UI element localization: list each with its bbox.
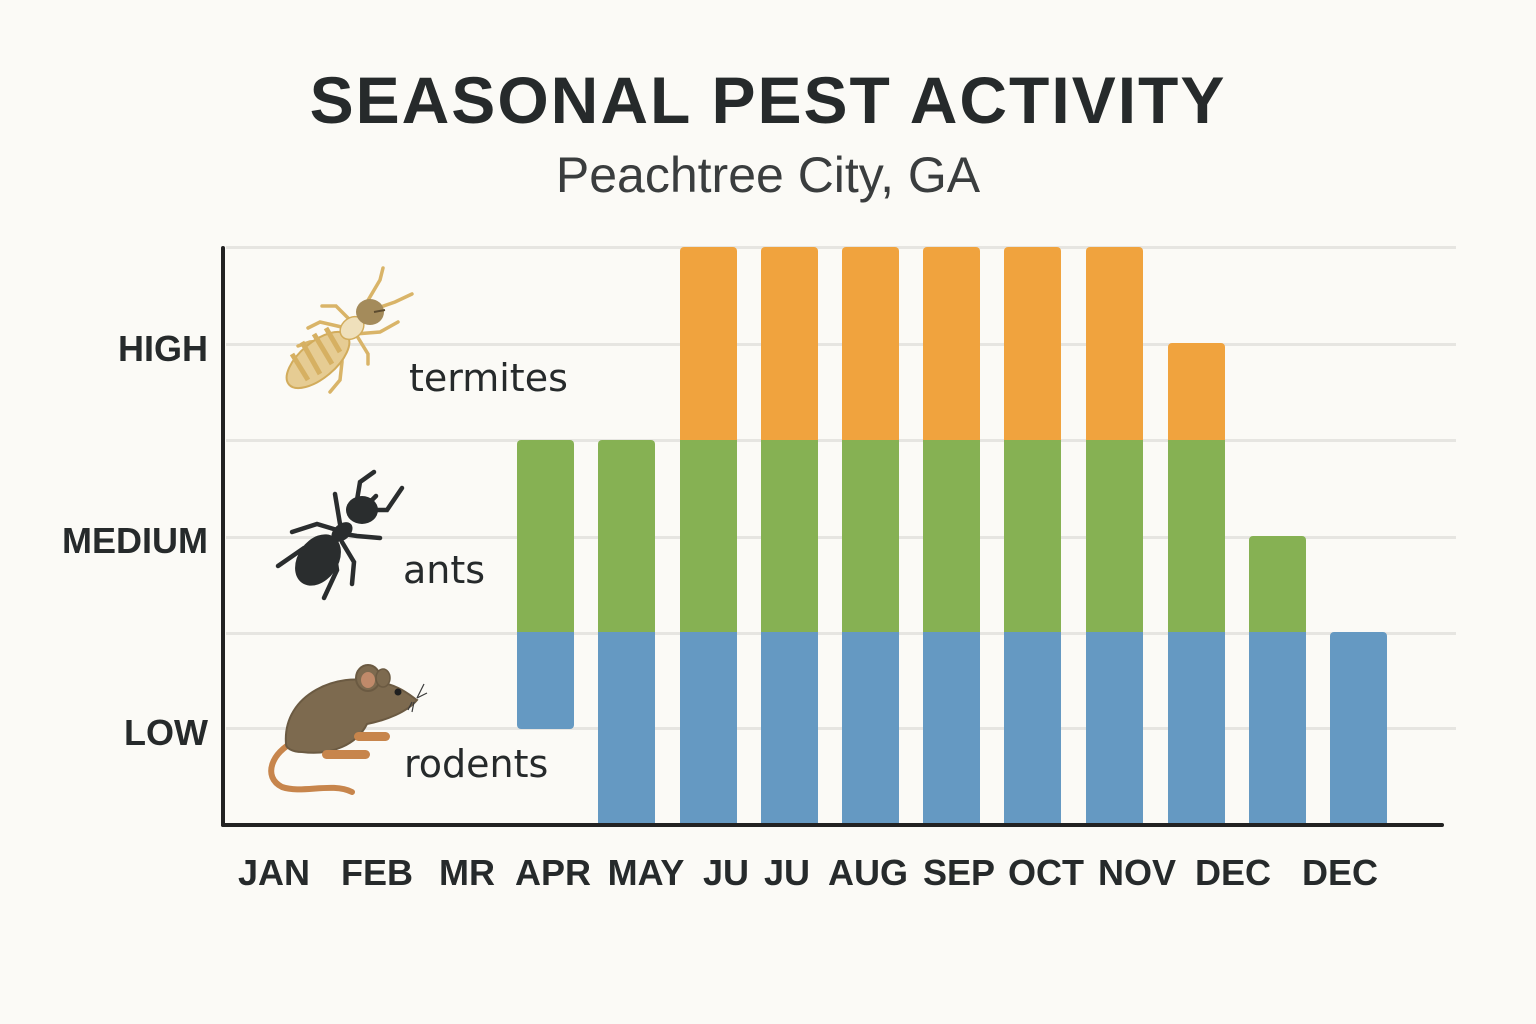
bar-segment-rodents [598,632,655,825]
x-label: MR [439,852,495,893]
bar-segment-termites [842,247,899,440]
bar-segment-rodents [1086,632,1143,825]
bar-segment-termites [1004,247,1061,440]
bar-segment-ants [1004,439,1061,633]
rodent-icon [268,664,428,795]
bar-segment-rodents [923,632,980,825]
chart-title: SEASONAL PEST ACTIVITY [309,63,1227,137]
x-label: JAN [237,852,311,893]
bar-segment-rodents [1004,632,1061,825]
x-axis-line [221,823,1444,827]
x-label: DEC [1301,852,1379,893]
bar-segment-ants [680,439,737,633]
bar-segment-ants [517,439,574,633]
bar-segment-ants [1168,439,1225,633]
legend-label-rodents: rodents [404,742,549,786]
y-axis-line [221,246,225,827]
x-label: AUG [828,852,908,893]
legend-label-termites: termites [409,356,568,400]
termite-icon [285,266,414,394]
bar-segment-rodents [1330,632,1387,825]
legend-label-ants: ants [403,548,486,592]
bar-segment-rodents [517,632,574,729]
x-label: SEP [922,852,996,893]
chart-subtitle: Peachtree City, GA [555,147,981,203]
x-label: JU [702,852,750,893]
bar-segment-ants [761,439,818,633]
y-label-medium: MEDIUM [62,520,208,561]
x-label: OCT [1008,852,1084,893]
x-label: JU [763,852,811,893]
bar-segment-ants [598,439,655,633]
x-label: MAY [607,852,685,893]
gridline [226,727,1456,730]
bar-segment-ants [923,439,980,633]
bar-segment-rodents [1168,632,1225,825]
bar-segment-ants [842,439,899,633]
bar-segment-termites [761,247,818,440]
x-label: NOV [1097,852,1177,893]
y-label-high: HIGH [118,328,208,369]
bar-segment-ants [1249,536,1306,633]
gridline [226,632,1456,635]
gridline [226,343,1456,346]
bar-segment-rodents [1249,632,1306,825]
gridline [226,246,1456,249]
bar-segment-termites [1086,247,1143,440]
bar-segment-rodents [761,632,818,825]
x-label: DEC [1194,852,1272,893]
ant-icon [275,469,405,601]
y-label-low: LOW [124,712,208,753]
gridline [226,439,1456,442]
bar-segment-termites [1168,343,1225,440]
bar-segment-ants [1086,439,1143,633]
bar-segment-termites [680,247,737,440]
bar-segment-rodents [680,632,737,825]
gridline [226,536,1456,539]
bar-segment-termites [923,247,980,440]
x-label: FEB [341,852,413,893]
bar-segment-rodents [842,632,899,825]
x-label: APR [514,852,592,893]
